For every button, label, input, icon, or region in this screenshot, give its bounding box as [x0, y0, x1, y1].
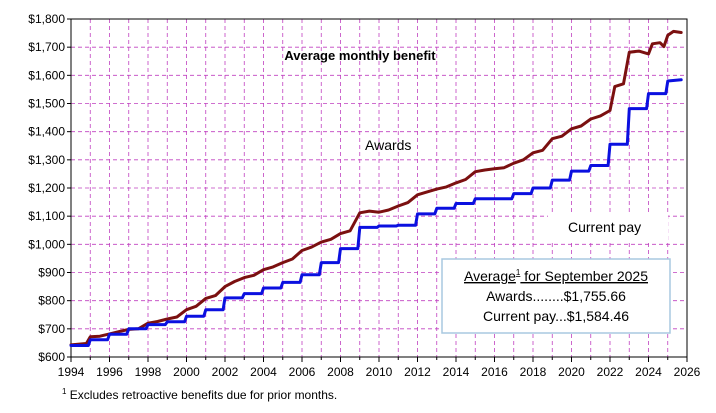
x-tick-label: 2008: [327, 365, 354, 379]
x-tick-label: 2004: [250, 365, 277, 379]
summary-box-frame: [441, 258, 671, 334]
y-tick-label: $1,400: [28, 125, 65, 139]
x-tick-label: 2020: [558, 365, 585, 379]
footnote: 1 Excludes retroactive benefits due for …: [62, 387, 337, 402]
x-tick-label: 2016: [481, 365, 508, 379]
summary-heading-post: for September 2025: [520, 268, 648, 284]
y-tick-label: $1,500: [28, 97, 65, 111]
awards-series-line: [69, 29, 683, 347]
x-tick-label: 2014: [443, 365, 470, 379]
y-tick-label: $1,200: [28, 181, 65, 195]
y-tick-label: $1,700: [28, 40, 65, 54]
y-tick-label: $1,800: [28, 12, 65, 26]
footnote-text: Excludes retroactive benefits due for pr…: [66, 388, 337, 402]
current-pay-series-line: [69, 78, 683, 347]
y-tick-label: $700: [38, 322, 65, 336]
summary-heading-pre: Average: [464, 268, 516, 284]
y-tick-label: $800: [38, 294, 65, 308]
y-tick-label: $900: [38, 266, 65, 280]
current-pay-series-label: Current pay: [568, 219, 641, 235]
chart-title: Average monthly benefit: [284, 48, 436, 63]
footnote-marker: 1: [62, 387, 67, 396]
y-tick-label: $1,300: [28, 153, 65, 167]
x-tick-label: 2000: [173, 365, 200, 379]
series-layer: [69, 29, 683, 347]
x-tick-label: 2024: [635, 365, 662, 379]
average-summary-box: Average1 for September 2025 Awards......…: [441, 258, 671, 334]
x-tick-label: 2006: [289, 365, 316, 379]
y-axis-ticks: $600 $700 $800 $900 $1,000 $1,100 $1,200 $1,300…: [28, 12, 71, 364]
summary-awards-line: Awards........$1,755.66: [486, 288, 626, 304]
y-tick-label: $1,000: [28, 237, 65, 251]
x-tick-label: 2018: [520, 365, 547, 379]
x-tick-label: 2026: [674, 365, 701, 379]
x-tick-label: 1998: [135, 365, 162, 379]
y-tick-label: $1,100: [28, 209, 65, 223]
x-tick-label: 2002: [212, 365, 239, 379]
x-tick-label: 2022: [597, 365, 624, 379]
x-tick-label: 1994: [58, 365, 85, 379]
summary-box-heading: Average1 for September 2025: [464, 268, 648, 284]
current-pay-label-bg: [548, 212, 668, 240]
summary-current-pay-line: Current pay...$1,584.46: [483, 308, 629, 324]
awards-series-label: Awards: [365, 137, 411, 153]
x-tick-label: 1996: [96, 365, 123, 379]
summary-heading-sup: 1: [516, 268, 521, 277]
x-axis-ticks: 1994 1996 1998 2000 2002 2004 2006 2008 2010 2012…: [58, 357, 701, 379]
x-tick-label: 2010: [366, 365, 393, 379]
x-tick-label: 2012: [404, 365, 431, 379]
y-tick-label: $1,600: [28, 68, 65, 82]
y-tick-label: $600: [38, 350, 65, 364]
